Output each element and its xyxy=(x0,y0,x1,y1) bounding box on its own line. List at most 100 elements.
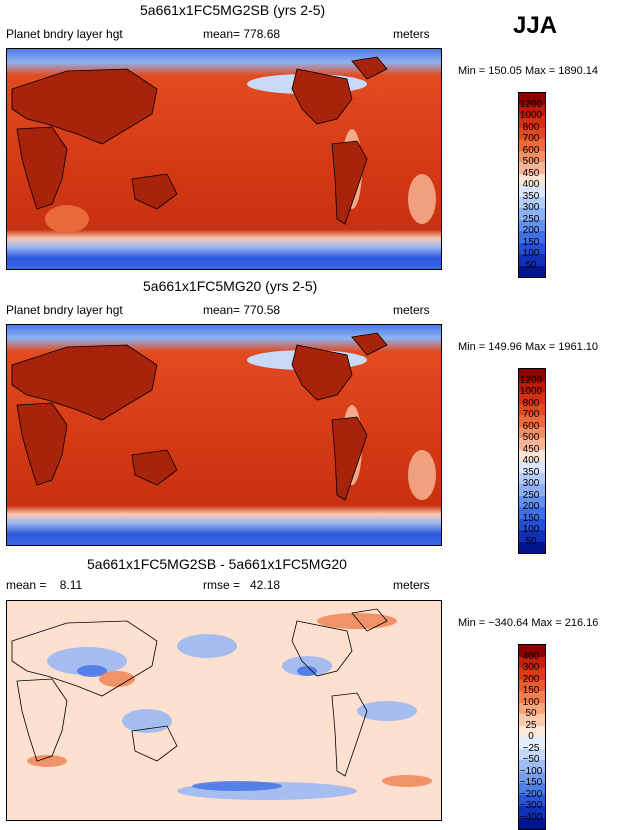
colorbar-swatch xyxy=(519,449,545,461)
colorbar-tick-label: 50 xyxy=(525,259,537,271)
colorbar-tick-label: 350 xyxy=(522,190,540,202)
colorbar-tick-label: −50 xyxy=(522,754,540,765)
colorbar-tick-label: 100 xyxy=(522,696,540,708)
colorbar-swatch xyxy=(519,104,545,116)
colorbar-swatch xyxy=(519,806,545,818)
colorbar-tick-label: 500 xyxy=(522,432,540,443)
colorbar-swatch xyxy=(519,645,545,657)
colorbar-tick-label: 1000 xyxy=(519,386,543,397)
colorbar-tick-label: −25 xyxy=(522,742,540,754)
colorbar-tick-label: 50 xyxy=(525,708,537,719)
colorbar-swatch xyxy=(519,702,545,714)
colorbar-tick-label: 250 xyxy=(522,213,540,225)
colorbar-tick-label: 200 xyxy=(522,673,540,685)
panel-1-title: 5a661x1FC5MG2SB (yrs 2-5) xyxy=(140,2,326,18)
colorbar-swatch xyxy=(519,737,545,749)
colorbar-tick-label: 400 xyxy=(522,179,540,190)
panel-1-minmax: Min = 150.05 Max = 1890.14 xyxy=(458,65,599,77)
colorbar-swatch xyxy=(519,461,545,473)
colorbar-tick-label: −150 xyxy=(519,777,543,788)
colorbar-swatch xyxy=(519,484,545,496)
colorbar-tick-label: 450 xyxy=(522,167,540,179)
colorbar-swatch xyxy=(519,668,545,680)
panel-3-title: 5a661x1FC5MG2SB - 5a661x1FC5MG20 xyxy=(87,556,347,572)
colorbar-tick-label: 800 xyxy=(522,397,540,409)
colorbar-swatch xyxy=(519,714,545,726)
colorbar-swatch xyxy=(519,472,545,484)
colorbar-swatch xyxy=(519,794,545,806)
panel-2-field-label: Planet bndry layer hgt xyxy=(6,303,123,317)
colorbar-tick-label: 300 xyxy=(522,662,540,673)
colorbar-swatch xyxy=(519,150,545,162)
colorbar-tick-label: −200 xyxy=(519,788,543,800)
colorbar-tick-label: 700 xyxy=(522,409,540,420)
colorbar-swatch xyxy=(519,771,545,783)
colorbar-tick-label: 150 xyxy=(522,236,540,248)
colorbar-tick-label: 100 xyxy=(522,248,540,259)
colorbar-swatch xyxy=(519,173,545,185)
colorbar-swatch xyxy=(519,656,545,668)
panel-3-colorbar xyxy=(518,644,546,830)
colorbar-swatch xyxy=(519,196,545,208)
colorbar-swatch xyxy=(519,541,545,553)
colorbar-swatch xyxy=(519,415,545,427)
panel-1-colorbar xyxy=(518,92,546,278)
colorbar-tick-label: 600 xyxy=(522,144,540,156)
colorbar-tick-label: −400 xyxy=(519,811,543,823)
colorbar-swatch xyxy=(519,254,545,266)
colorbar-swatch xyxy=(519,265,545,277)
panel-2-title: 5a661x1FC5MG20 (yrs 2-5) xyxy=(143,278,318,294)
colorbar-swatch xyxy=(519,231,545,243)
colorbar-swatch xyxy=(519,783,545,795)
colorbar-swatch xyxy=(519,518,545,530)
colorbar-swatch xyxy=(519,380,545,392)
colorbar-tick-label: 400 xyxy=(522,650,540,662)
colorbar-swatch xyxy=(519,760,545,772)
colorbar-swatch xyxy=(519,403,545,415)
panel-3-minmax: Min = −340.64 Max = 216.16 xyxy=(458,617,599,629)
colorbar-tick-label: 100 xyxy=(522,524,540,535)
colorbar-swatch xyxy=(519,162,545,174)
panel-3-rmse: rmse = 42.18 xyxy=(203,578,281,592)
colorbar-swatch xyxy=(519,426,545,438)
season-label: JJA xyxy=(513,12,558,39)
colorbar-tick-label: 800 xyxy=(522,121,540,133)
colorbar-tick-label: 500 xyxy=(522,156,540,167)
panel-3-units: meters xyxy=(393,578,430,592)
colorbar-tick-label: 200 xyxy=(522,225,540,236)
colorbar-tick-label: 350 xyxy=(522,466,540,478)
colorbar-tick-label: 300 xyxy=(522,202,540,213)
colorbar-swatch xyxy=(519,507,545,519)
colorbar-swatch xyxy=(519,93,545,105)
colorbar-swatch xyxy=(519,242,545,254)
colorbar-tick-label: 200 xyxy=(522,501,540,512)
colorbar-tick-label: 150 xyxy=(522,512,540,524)
panel-2-colorbar xyxy=(518,368,546,554)
colorbar-tick-label: 0 xyxy=(528,731,534,742)
panel-2-units: meters xyxy=(393,303,430,317)
panel-1-mean: mean= 778.68 xyxy=(203,27,281,41)
panel-2-map xyxy=(6,324,442,546)
colorbar-tick-label: 300 xyxy=(522,478,540,489)
colorbar-swatch xyxy=(519,530,545,542)
colorbar-tick-label: 400 xyxy=(522,455,540,466)
colorbar-tick-label: 450 xyxy=(522,443,540,455)
colorbar-swatch xyxy=(519,219,545,231)
colorbar-tick-label: 150 xyxy=(522,685,540,696)
colorbar-tick-label: 250 xyxy=(522,489,540,501)
colorbar-swatch xyxy=(519,495,545,507)
colorbar-tick-label: −100 xyxy=(519,765,543,777)
colorbar-tick-label: −300 xyxy=(519,800,543,811)
colorbar-swatch xyxy=(519,392,545,404)
colorbar-tick-label: 600 xyxy=(522,420,540,432)
panel-3-mean: mean = 8.11 xyxy=(6,578,83,592)
colorbar-swatch xyxy=(519,748,545,760)
colorbar-swatch xyxy=(519,139,545,151)
panel-1-field-label: Planet bndry layer hgt xyxy=(6,27,123,41)
colorbar-swatch xyxy=(519,208,545,220)
colorbar-swatch xyxy=(519,369,545,381)
colorbar-tick-label: 1200 xyxy=(519,98,543,110)
panel-2-minmax: Min = 149.96 Max = 1961.10 xyxy=(458,341,599,353)
colorbar-swatch xyxy=(519,438,545,450)
panel-2-mean: mean= 770.58 xyxy=(203,303,281,317)
